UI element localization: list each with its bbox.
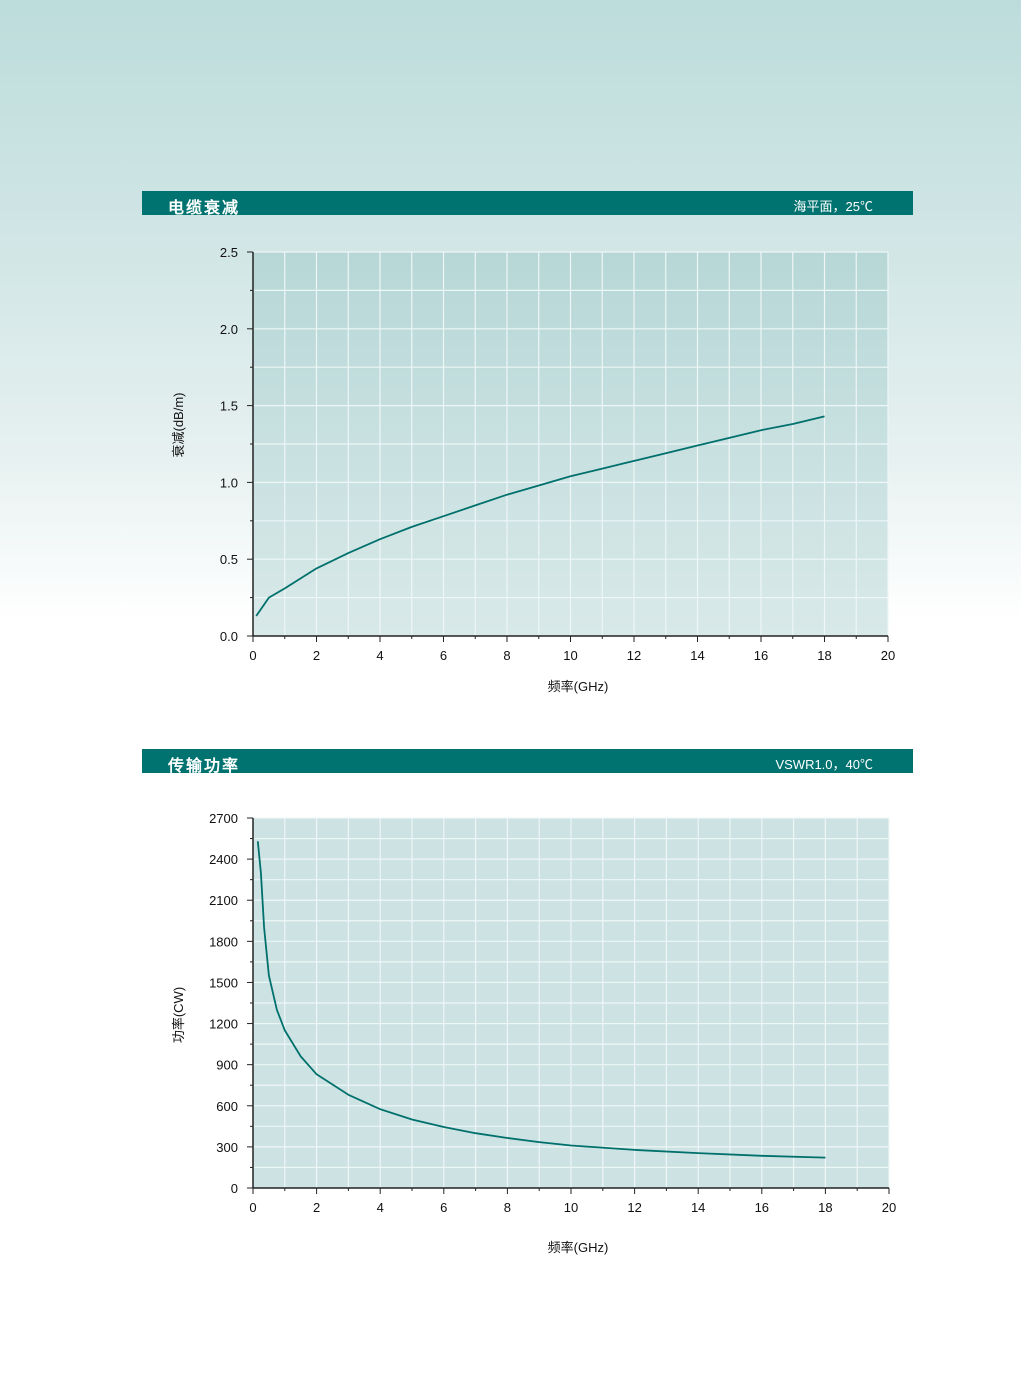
x-tick-label: 8: [503, 648, 510, 663]
chart1-ylabel: 衰减(dB/m): [171, 392, 186, 457]
x-tick-label: 20: [881, 648, 895, 663]
chart2-xlabel: 频率(GHz): [548, 1240, 609, 1255]
x-tick-label: 14: [690, 648, 704, 663]
x-tick-label: 12: [627, 1200, 641, 1215]
x-tick-label: 16: [755, 1200, 769, 1215]
y-tick-label: 1.5: [220, 399, 238, 414]
x-tick-label: 0: [249, 1200, 256, 1215]
x-tick-label: 18: [817, 648, 831, 663]
section-condition: VSWR1.0，40℃: [775, 757, 873, 772]
y-tick-label: 300: [216, 1140, 238, 1155]
x-tick-label: 12: [627, 648, 641, 663]
x-tick-label: 2: [313, 1200, 320, 1215]
x-tick-label: 6: [440, 1200, 447, 1215]
x-tick-label: 2: [313, 648, 320, 663]
x-tick-label: 4: [376, 648, 383, 663]
section-condition: 海平面，25℃: [793, 199, 873, 214]
y-tick-label: 2400: [209, 852, 238, 867]
x-tick-label: 14: [691, 1200, 705, 1215]
y-tick-label: 600: [216, 1099, 238, 1114]
x-tick-label: 4: [377, 1200, 384, 1215]
y-tick-label: 1200: [209, 1017, 238, 1032]
x-tick-label: 0: [249, 648, 256, 663]
y-tick-label: 2.0: [220, 322, 238, 337]
series-line: [255, 415, 825, 617]
x-tick-label: 8: [504, 1200, 511, 1215]
section-title: 电缆衰减: [168, 200, 241, 217]
y-tick-label: 0: [231, 1181, 238, 1196]
y-tick-label: 1800: [209, 934, 238, 949]
section-header-power: 传输功率 VSWR1.0，40℃: [142, 749, 913, 775]
series-line: [256, 841, 826, 1159]
y-tick-label: 2700: [209, 811, 238, 826]
chart2-ylabel: 功率(CW): [171, 987, 186, 1043]
y-tick-label: 2.5: [220, 245, 238, 260]
x-tick-label: 16: [754, 648, 768, 663]
section-header-attenuation: 电缆衰减 海平面，25℃: [142, 191, 913, 217]
y-tick-label: 900: [216, 1058, 238, 1073]
y-tick-label: 1.0: [220, 475, 238, 490]
x-tick-label: 10: [563, 648, 577, 663]
x-tick-label: 6: [440, 648, 447, 663]
y-tick-label: 0.5: [220, 552, 238, 567]
x-tick-label: 10: [564, 1200, 578, 1215]
chart1-xlabel: 频率(GHz): [548, 679, 609, 694]
y-tick-label: 1500: [209, 975, 238, 990]
section-title: 传输功率: [168, 758, 241, 775]
x-tick-label: 20: [882, 1200, 896, 1215]
y-tick-label: 0.0: [220, 629, 238, 644]
x-tick-label: 18: [818, 1200, 832, 1215]
y-tick-label: 2100: [209, 893, 238, 908]
